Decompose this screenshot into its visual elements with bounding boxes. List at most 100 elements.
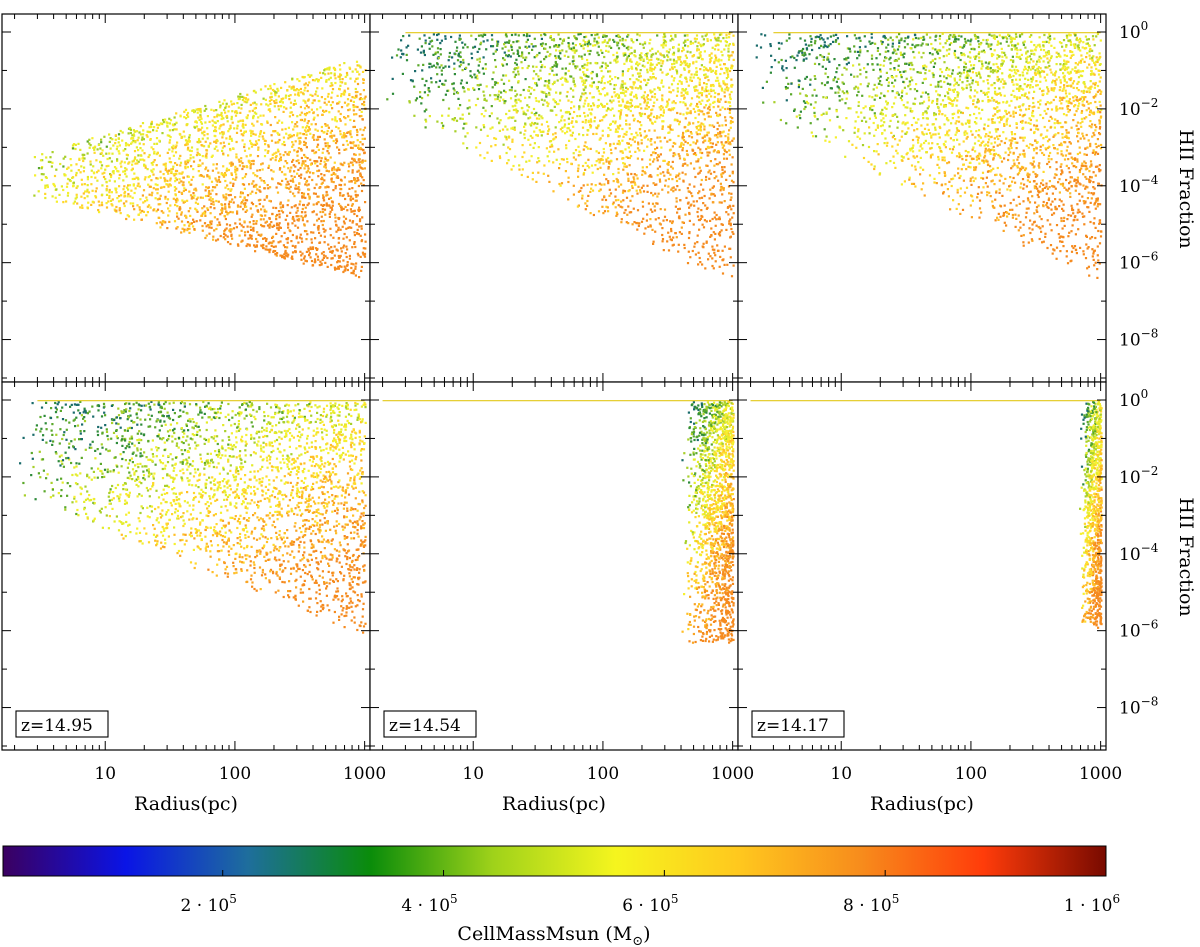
scatter-point bbox=[625, 58, 628, 61]
scatter-point bbox=[705, 164, 708, 167]
scatter-point bbox=[567, 122, 570, 125]
scatter-point bbox=[586, 114, 589, 117]
scatter-point bbox=[343, 176, 346, 179]
scatter-point bbox=[643, 65, 646, 68]
scatter-point bbox=[219, 104, 222, 107]
scatter-point bbox=[687, 190, 690, 193]
scatter-point bbox=[237, 120, 240, 123]
scatter-point bbox=[254, 250, 257, 253]
scatter-point bbox=[621, 83, 624, 86]
scatter-point bbox=[189, 214, 192, 217]
scatter-point bbox=[637, 141, 640, 144]
scatter-point bbox=[167, 207, 170, 210]
scatter-point bbox=[439, 48, 442, 51]
scatter-point bbox=[225, 193, 228, 196]
scatter-point bbox=[650, 58, 653, 61]
scatter-point bbox=[225, 105, 228, 108]
scatter-point bbox=[726, 67, 729, 70]
scatter-point bbox=[256, 175, 259, 178]
scatter-point bbox=[222, 196, 225, 199]
scatter-point bbox=[402, 35, 405, 38]
scatter-point bbox=[319, 71, 322, 74]
scatter-point bbox=[98, 211, 101, 214]
scatter-point bbox=[269, 186, 272, 189]
scatter-point bbox=[715, 39, 718, 42]
scatter-point bbox=[476, 77, 479, 80]
scatter-point bbox=[721, 131, 724, 134]
scatter-point bbox=[586, 43, 589, 46]
scatter-point bbox=[612, 180, 615, 183]
scatter-point bbox=[724, 67, 727, 70]
scatter-point bbox=[645, 134, 648, 137]
scatter-point bbox=[181, 171, 184, 174]
scatter-point bbox=[311, 79, 315, 82]
scatter-point bbox=[338, 256, 342, 259]
scatter-point bbox=[340, 250, 343, 253]
scatter-point bbox=[400, 49, 403, 52]
scatter-point bbox=[501, 128, 505, 131]
scatter-point bbox=[204, 236, 207, 240]
scatter-point bbox=[315, 213, 318, 216]
scatter-point bbox=[531, 136, 534, 139]
scatter-point bbox=[331, 84, 334, 87]
scatter-point bbox=[237, 97, 240, 101]
scatter-point bbox=[71, 144, 75, 147]
scatter-point bbox=[547, 130, 550, 133]
scatter-point bbox=[241, 177, 244, 180]
scatter-point bbox=[707, 258, 710, 261]
scatter-point bbox=[302, 162, 305, 165]
scatter-point bbox=[86, 184, 89, 187]
scatter-point bbox=[212, 200, 215, 203]
scatter-point bbox=[539, 130, 542, 133]
scatter-point bbox=[235, 226, 238, 229]
scatter-point bbox=[660, 44, 663, 47]
scatter-point bbox=[649, 49, 652, 52]
scatter-point bbox=[312, 111, 315, 114]
scatter-point bbox=[670, 227, 673, 231]
scatter-point bbox=[199, 174, 202, 177]
scatter-point bbox=[561, 42, 564, 45]
scatter-point bbox=[712, 185, 715, 188]
scatter-point bbox=[238, 218, 241, 221]
scatter-point bbox=[715, 163, 718, 166]
scatter-point bbox=[702, 123, 705, 126]
scatter-point bbox=[720, 173, 723, 176]
scatter-point bbox=[337, 167, 340, 170]
scatter-point bbox=[704, 34, 707, 37]
scatter-point bbox=[53, 183, 56, 186]
scatter-point bbox=[346, 209, 349, 212]
scatter-point bbox=[456, 46, 459, 49]
scatter-point bbox=[485, 48, 488, 51]
scatter-point bbox=[236, 205, 240, 208]
scatter-point bbox=[706, 107, 710, 110]
scatter-point bbox=[215, 138, 218, 142]
scatter-point bbox=[231, 147, 235, 150]
scatter-point bbox=[647, 202, 650, 205]
scatter-point bbox=[325, 80, 328, 83]
scatter-point bbox=[324, 142, 327, 145]
scatter-point bbox=[139, 125, 142, 128]
scatter-point bbox=[622, 157, 625, 160]
scatter-point bbox=[303, 83, 306, 86]
scatter-point bbox=[118, 152, 121, 155]
scatter-point bbox=[514, 98, 517, 102]
scatter-point bbox=[168, 169, 171, 172]
scatter-point bbox=[329, 250, 332, 253]
scatter-point bbox=[217, 200, 220, 203]
scatter-point bbox=[584, 119, 587, 122]
scatter-point bbox=[288, 98, 291, 101]
scatter-point bbox=[108, 194, 111, 198]
scatter-point bbox=[346, 104, 349, 107]
scatter-point bbox=[328, 197, 331, 200]
scatter-point bbox=[307, 193, 310, 196]
scatter-point bbox=[208, 120, 211, 123]
scatter-point bbox=[603, 115, 606, 118]
scatter-point bbox=[633, 49, 636, 52]
scatter-point bbox=[267, 108, 270, 111]
scatter-point bbox=[711, 186, 714, 189]
scatter-point bbox=[208, 226, 211, 229]
scatter-point bbox=[649, 98, 652, 101]
scatter-point bbox=[186, 161, 190, 164]
scatter-point bbox=[322, 194, 325, 197]
scatter-point bbox=[327, 170, 331, 173]
